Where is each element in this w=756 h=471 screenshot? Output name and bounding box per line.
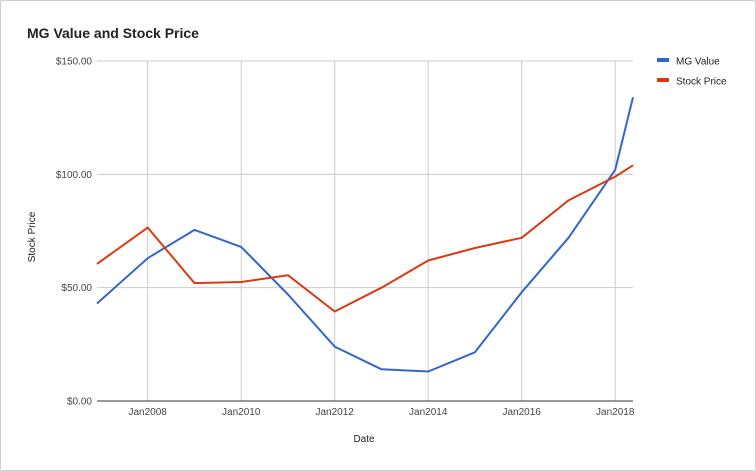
- legend-label: Stock Price: [676, 77, 727, 88]
- x-tick-label: Jan2012: [315, 407, 354, 418]
- legend-swatch: [657, 78, 669, 82]
- x-tick-label: Jan2008: [128, 407, 167, 418]
- chart-title: MG Value and Stock Price: [27, 25, 199, 41]
- x-tick-label: Jan2016: [502, 407, 541, 418]
- x-tick-label: Jan2010: [222, 407, 261, 418]
- legend-label: MG Value: [676, 57, 720, 68]
- legend[interactable]: MG Value Stock Price: [657, 57, 727, 88]
- y-axis-ticks: $0.00 $50.00 $100.00 $150.00: [56, 57, 93, 408]
- y-tick-label: $0.00: [67, 397, 92, 408]
- y-tick-label: $100.00: [56, 170, 93, 181]
- series-line-mg-value[interactable]: [96, 97, 634, 373]
- x-tick-label: Jan2018: [596, 407, 635, 418]
- y-axis-title: Stock Price: [27, 211, 38, 262]
- y-tick-label: $50.00: [61, 283, 92, 294]
- x-axis-title: Date: [353, 434, 375, 445]
- y-tick-label: $150.00: [56, 57, 93, 68]
- x-tick-label: Jan2014: [409, 407, 448, 418]
- series-layer: [96, 97, 634, 373]
- legend-swatch: [657, 58, 669, 62]
- x-axis-ticks: Jan2008 Jan2010 Jan2012 Jan2014 Jan2016 Jan20…: [128, 407, 634, 418]
- series-line-stock-price[interactable]: [96, 164, 634, 313]
- grid-layer: [97, 60, 633, 401]
